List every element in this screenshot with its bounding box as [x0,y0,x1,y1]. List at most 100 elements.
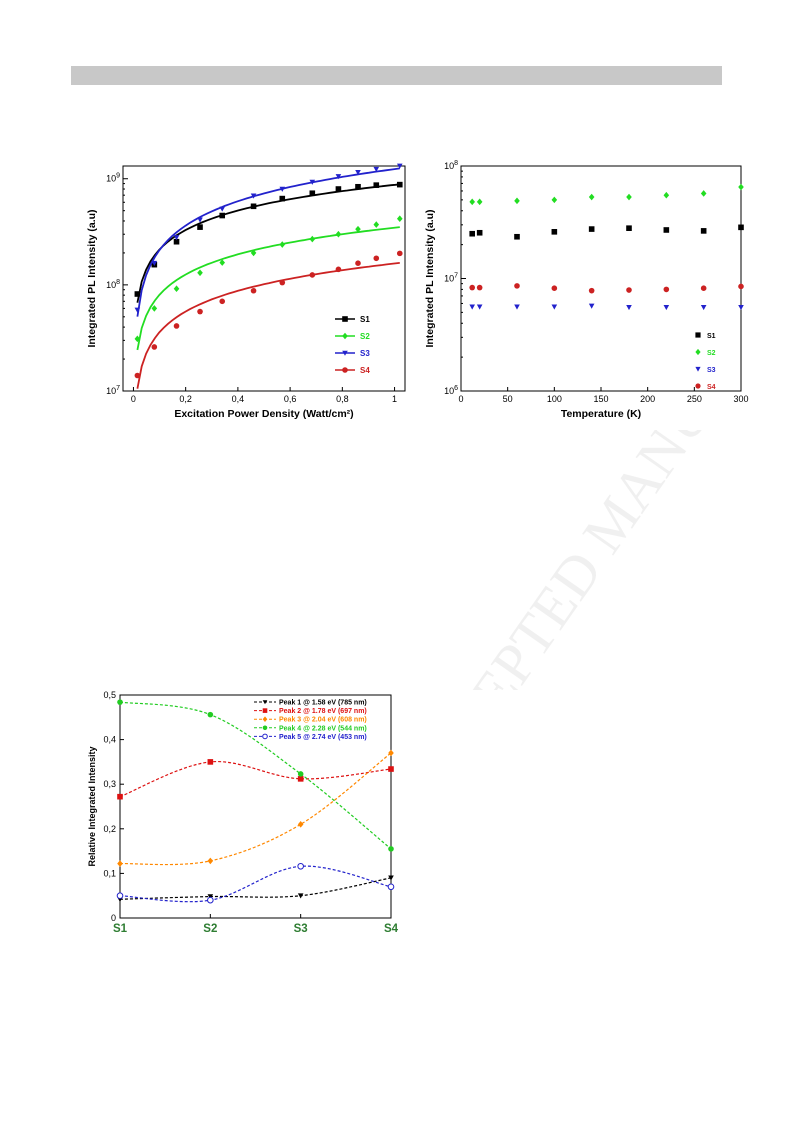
legend-label: S3 [707,367,716,374]
legend-marker [695,366,701,372]
data-point-S4 [151,344,158,350]
series-line-peak-5 [119,865,392,903]
legend-label: S4 [360,366,370,375]
data-point-peak-3 [297,821,304,828]
x-category-label: S3 [294,923,308,935]
header-bar [71,66,722,85]
fit-line-S4 [136,262,400,389]
x-tick-label: 0,8 [336,394,349,404]
legend-label: Peak 4 @ 2.28 eV (544 nm) [279,725,367,732]
y-tick-label: 109 [106,173,120,184]
y-axis-label: Relative Integrated Intensity [87,746,97,866]
data-point-S1 [700,228,707,234]
data-point-S3 [197,217,203,223]
x-tick-label: 0,2 [179,394,192,404]
data-point-S4 [355,260,361,267]
plot-frame [119,694,392,919]
data-point-S1 [373,182,380,188]
legend-label: S2 [360,332,370,341]
x-category-label: S2 [203,923,217,935]
data-point-S2 [396,215,403,223]
data-point-S3 [309,179,316,185]
data-point-S4 [469,284,475,291]
data-point-S1 [626,225,632,231]
data-point-S4 [197,308,203,315]
data-point-S4 [514,283,520,289]
y-tick-label: 107 [444,273,458,284]
data-point-peak-2 [388,766,394,772]
data-point-S1 [588,226,595,232]
series-line-peak-4 [119,701,392,850]
data-point-S2 [250,249,257,257]
legend-marker [262,700,268,705]
power-density-chart: 0 0,2 0,4 0,6 0,8 1 107 108 109 Excitation Power … [83,158,413,425]
x-tick-label: 100 [547,394,562,404]
data-point-S4 [173,323,180,329]
data-point-S1 [134,291,141,297]
y-tick-label: 0,1 [103,868,116,878]
data-point-S2 [355,225,361,233]
data-point-S3 [335,174,342,180]
data-point-peak-1 [297,893,304,899]
legend-label: S4 [707,384,716,391]
data-point-S1 [469,230,475,237]
data-point-S2 [151,305,158,312]
data-point-S3 [173,235,180,241]
data-point-S4 [250,287,257,294]
data-point-peak-2 [117,793,123,800]
data-point-S1 [219,212,226,219]
data-point-S1 [250,203,257,210]
data-point-S3 [151,260,158,267]
data-point-S2 [469,198,475,206]
data-point-S3 [469,304,475,310]
plot-frame [122,165,406,392]
data-point-peak-5 [387,883,395,891]
fit-line-S2 [136,226,400,351]
y-tick-label: 0,5 [103,690,116,700]
data-point-S1 [396,181,403,188]
watermark-text: ACCEPTED MANUSCRIPT [389,430,780,690]
y-tick-label: 0,4 [103,735,116,745]
data-point-S2 [551,196,558,204]
series-line-peak-2 [119,761,392,798]
data-point-S3 [551,304,558,310]
data-point-peak-2 [297,776,304,782]
data-point-S1 [279,195,286,202]
legend-marker [695,383,701,389]
data-point-S2 [134,335,141,343]
data-point-S2 [700,190,707,197]
legend-marker [262,733,268,740]
data-point-peak-1 [388,875,394,881]
legend-label: S3 [360,349,370,358]
legend-label: Peak 5 @ 2.74 eV (453 nm) [279,734,367,741]
y-tick-label: 108 [106,279,120,290]
data-point-S3 [626,304,632,311]
data-point-S3 [738,304,744,311]
data-point-S4 [335,266,342,273]
y-tick-label: 0,2 [103,824,116,834]
data-point-S4 [663,286,670,293]
relative-intensity-chart: 0 0,1 0,2 0,3 0,4 0,5 S1 S2 S3 S4 Relative Integra… [78,686,418,938]
data-point-S4 [738,283,744,290]
data-point-peak-3 [117,860,123,867]
legend-marker [262,725,268,731]
data-point-S1 [738,224,744,231]
data-point-S1 [551,229,558,235]
data-point-S2 [738,183,744,191]
x-axis-label: Excitation Power Density (Watt/cm²) [174,408,353,420]
data-point-peak-3 [388,749,394,757]
x-axis-label: Temperature (K) [561,408,641,420]
data-point-S3 [219,206,226,212]
data-point-S1 [514,233,520,240]
fit-line-S3 [136,167,400,317]
legend-label: Peak 3 @ 2.04 eV (608 nm) [279,717,367,724]
legend-label: S2 [707,350,716,357]
legend-marker [262,708,268,713]
data-point-peak-4 [388,846,394,852]
x-tick-label: 50 [503,394,513,404]
data-point-peak-4 [207,711,214,718]
data-point-S4 [626,287,632,293]
data-point-S3 [514,304,520,310]
legend-label: Peak 1 @ 1.58 eV (785 nm) [279,700,367,707]
data-point-peak-5 [116,892,124,899]
